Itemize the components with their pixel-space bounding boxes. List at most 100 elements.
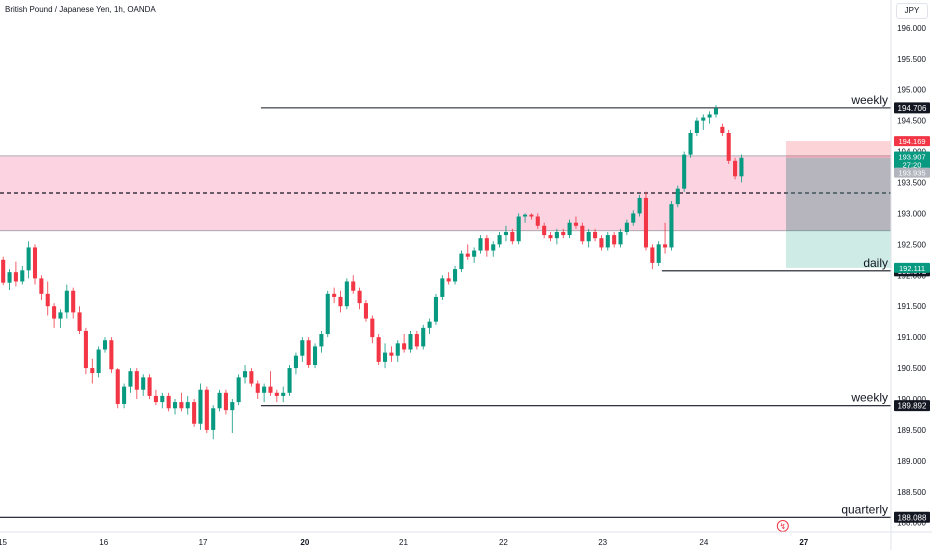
candle [523, 214, 528, 217]
candle [102, 340, 108, 350]
candle [593, 231, 598, 239]
candle [179, 402, 184, 409]
candle [217, 392, 222, 409]
candle [300, 340, 305, 356]
x-tick-label: 20 [300, 538, 309, 547]
candle [675, 188, 680, 205]
candle [726, 133, 731, 161]
candle [370, 318, 375, 338]
y-tick-label: 195.000 [897, 86, 926, 95]
y-tick-label: 191.500 [897, 302, 926, 311]
candle [739, 157, 744, 177]
candle [13, 272, 18, 282]
candle [122, 386, 127, 404]
candle [77, 312, 82, 331]
candle [230, 402, 235, 411]
candle [357, 290, 362, 304]
x-tick-label: 17 [199, 538, 208, 547]
candle [115, 369, 120, 404]
candle [242, 371, 248, 378]
currency-label[interactable]: JPY [896, 3, 928, 19]
y-tick-label: 194.500 [897, 117, 926, 126]
price-tag-text: 193.935 [898, 169, 925, 178]
candle [134, 371, 139, 390]
symbol-title: British Pound / Japanese Yen, 1h, OANDA [5, 5, 156, 14]
candle [440, 278, 445, 297]
candle [39, 278, 44, 294]
candle [71, 290, 76, 313]
candle [465, 253, 470, 257]
candle [395, 343, 400, 356]
y-tick-label: 190.000 [897, 395, 926, 404]
candle [733, 160, 738, 177]
y-tick-label: 189.000 [897, 457, 926, 466]
x-tick-label: 16 [99, 538, 108, 547]
y-tick-label: 188.500 [897, 488, 926, 497]
candle [319, 334, 324, 347]
candle [281, 392, 286, 396]
candle [312, 346, 318, 365]
candle [618, 231, 623, 245]
candle [414, 334, 419, 347]
candle [453, 269, 458, 282]
candle [516, 216, 521, 242]
candle [694, 120, 699, 133]
x-tick-label: 23 [598, 538, 607, 547]
candle [268, 386, 273, 393]
candle [408, 334, 413, 350]
candle [204, 389, 209, 430]
price-tag [894, 262, 930, 273]
candle [682, 154, 687, 189]
candle [491, 244, 496, 251]
candle [20, 270, 25, 282]
candle [172, 402, 178, 409]
level-label-weekly: weekly [850, 93, 888, 107]
candle [192, 402, 197, 424]
candle [325, 293, 330, 335]
candle [96, 349, 101, 374]
candle [141, 377, 146, 390]
candle [713, 108, 719, 115]
level-price-tag [894, 400, 930, 412]
y-tick-label: 193.000 [897, 209, 926, 218]
candle [472, 250, 477, 257]
candle [389, 352, 394, 356]
candle [211, 408, 216, 430]
candle [376, 337, 381, 362]
y-tick-label: 188.000 [897, 519, 926, 528]
candle [147, 377, 152, 396]
x-tick-label: 22 [499, 538, 508, 547]
price-tag-text: 27:20 [903, 161, 922, 170]
candle [484, 238, 489, 251]
candle [153, 395, 158, 403]
candle [701, 117, 706, 121]
candle [720, 126, 725, 133]
price-tag-text: 192.111 [899, 264, 925, 273]
candle [52, 306, 57, 319]
candle [249, 371, 254, 384]
level-price-text: 194.706 [898, 104, 927, 113]
event-glyph: ↯ [779, 522, 786, 531]
x-tick-label: 24 [699, 538, 708, 547]
candle [293, 355, 298, 369]
candle [529, 214, 534, 217]
candle [567, 222, 572, 236]
x-tick-label: 27 [799, 538, 808, 547]
candle [363, 303, 368, 319]
candle [421, 327, 426, 347]
candle [459, 253, 464, 270]
level-label-quarterly: quarterly [841, 502, 888, 516]
candle [580, 225, 585, 242]
candle [605, 235, 610, 248]
level-label-daily: daily [863, 256, 888, 270]
candle [650, 247, 655, 263]
candle [542, 225, 547, 236]
candle [402, 343, 407, 350]
y-tick-label: 189.500 [897, 426, 926, 435]
candle [535, 216, 540, 226]
candle [64, 290, 69, 313]
candle [656, 244, 661, 263]
candle [688, 133, 693, 155]
